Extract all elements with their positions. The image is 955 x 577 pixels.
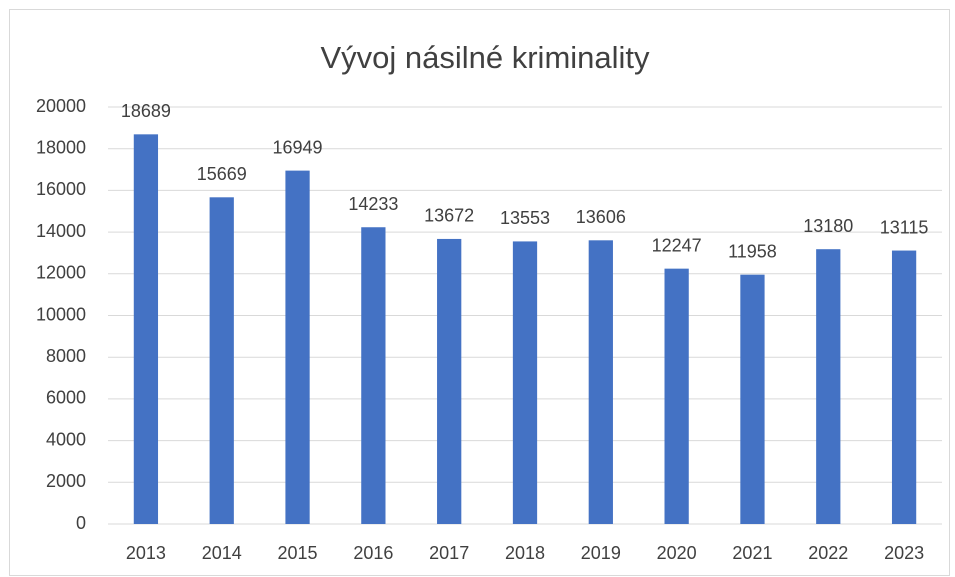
bar <box>512 241 538 524</box>
data-label: 14233 <box>348 194 398 214</box>
y-tick-label: 20000 <box>36 96 86 116</box>
y-tick-label: 4000 <box>46 429 86 449</box>
bar <box>209 197 234 525</box>
bar <box>133 134 159 524</box>
data-label: 11958 <box>728 241 777 261</box>
chart-title: Vývoj násilné kriminality <box>320 40 650 75</box>
x-tick-label: 2021 <box>732 543 772 563</box>
bar <box>437 238 462 525</box>
y-tick-label: 6000 <box>46 388 86 408</box>
bar <box>891 250 917 524</box>
bar <box>285 170 310 524</box>
data-label: 13115 <box>880 217 929 237</box>
data-label: 13606 <box>576 207 626 227</box>
y-tick-label: 2000 <box>46 471 86 491</box>
data-label: 16949 <box>273 137 323 157</box>
y-tick-label: 8000 <box>46 346 86 366</box>
x-tick-label: 2022 <box>808 543 848 563</box>
x-tick-label: 2018 <box>505 543 545 563</box>
data-label: 18689 <box>121 101 171 121</box>
y-tick-label: 12000 <box>36 263 86 283</box>
y-tick-label: 10000 <box>36 304 86 324</box>
data-label: 13672 <box>424 206 474 226</box>
y-tick-label: 14000 <box>36 221 86 241</box>
data-label: 13553 <box>500 208 550 228</box>
x-tick-label: 2015 <box>278 543 318 563</box>
bar <box>361 227 386 524</box>
y-tick-label: 0 <box>76 513 86 533</box>
bar <box>816 249 841 524</box>
chart-border <box>9 9 950 576</box>
x-tick-label: 2014 <box>202 543 242 563</box>
bar <box>588 240 613 525</box>
x-tick-label: 2023 <box>884 543 924 563</box>
y-tick-label: 18000 <box>36 137 86 157</box>
data-label: 13180 <box>803 216 853 236</box>
data-label: 15669 <box>197 164 247 184</box>
x-tick-label: 2020 <box>657 543 697 563</box>
y-tick-label: 16000 <box>36 179 86 199</box>
x-tick-label: 2017 <box>429 543 469 563</box>
x-tick-label: 2016 <box>353 543 393 563</box>
x-tick-label: 2019 <box>581 543 621 563</box>
x-tick-label: 2013 <box>126 543 166 563</box>
bar <box>664 268 689 524</box>
bar <box>740 274 765 524</box>
data-label: 12247 <box>652 235 702 255</box>
